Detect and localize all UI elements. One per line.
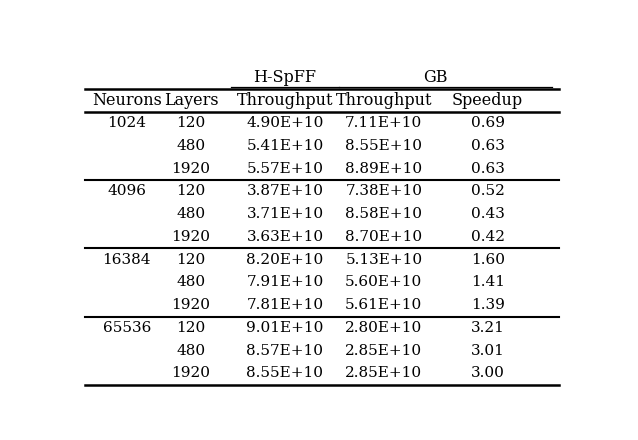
- Text: 5.60E+10: 5.60E+10: [345, 275, 422, 290]
- Text: 0.63: 0.63: [471, 139, 505, 153]
- Text: 5.13E+10: 5.13E+10: [345, 253, 422, 267]
- Text: 3.00: 3.00: [471, 367, 505, 381]
- Text: 120: 120: [176, 321, 205, 335]
- Text: 5.61E+10: 5.61E+10: [345, 298, 422, 312]
- Text: 7.81E+10: 7.81E+10: [246, 298, 323, 312]
- Text: 120: 120: [176, 116, 205, 130]
- Text: 4096: 4096: [107, 184, 146, 198]
- Text: 1.39: 1.39: [471, 298, 505, 312]
- Text: 0.63: 0.63: [471, 162, 505, 176]
- Text: 3.21: 3.21: [471, 321, 505, 335]
- Text: 7.91E+10: 7.91E+10: [246, 275, 323, 290]
- Text: 480: 480: [177, 139, 205, 153]
- Text: 2.85E+10: 2.85E+10: [345, 367, 422, 381]
- Text: 480: 480: [177, 207, 205, 221]
- Text: 1.60: 1.60: [471, 253, 505, 267]
- Text: 16384: 16384: [103, 253, 151, 267]
- Text: 480: 480: [177, 344, 205, 358]
- Text: 3.87E+10: 3.87E+10: [246, 184, 323, 198]
- Text: 5.57E+10: 5.57E+10: [246, 162, 323, 176]
- Text: 7.11E+10: 7.11E+10: [345, 116, 422, 130]
- Text: 1024: 1024: [107, 116, 146, 130]
- Text: 3.63E+10: 3.63E+10: [246, 230, 323, 244]
- Text: 8.20E+10: 8.20E+10: [246, 253, 323, 267]
- Text: 7.38E+10: 7.38E+10: [345, 184, 422, 198]
- Text: 1920: 1920: [172, 162, 211, 176]
- Text: 8.57E+10: 8.57E+10: [246, 344, 323, 358]
- Text: 3.71E+10: 3.71E+10: [246, 207, 323, 221]
- Text: 120: 120: [176, 184, 205, 198]
- Text: 1.41: 1.41: [471, 275, 505, 290]
- Text: 8.55E+10: 8.55E+10: [246, 367, 323, 381]
- Text: 8.58E+10: 8.58E+10: [345, 207, 422, 221]
- Text: 0.43: 0.43: [471, 207, 505, 221]
- Text: 3.01: 3.01: [471, 344, 505, 358]
- Text: 8.55E+10: 8.55E+10: [345, 139, 422, 153]
- Text: 2.85E+10: 2.85E+10: [345, 344, 422, 358]
- Text: 0.52: 0.52: [471, 184, 505, 198]
- Text: 9.01E+10: 9.01E+10: [246, 321, 323, 335]
- Text: Throughput: Throughput: [237, 92, 333, 109]
- Text: 120: 120: [176, 253, 205, 267]
- Text: 65536: 65536: [103, 321, 151, 335]
- Text: 1920: 1920: [172, 230, 211, 244]
- Text: 480: 480: [177, 275, 205, 290]
- Text: Layers: Layers: [164, 92, 218, 109]
- Text: 1920: 1920: [172, 298, 211, 312]
- Text: Throughput: Throughput: [336, 92, 432, 109]
- Text: 2.80E+10: 2.80E+10: [345, 321, 422, 335]
- Text: GB: GB: [424, 69, 448, 86]
- Text: Neurons: Neurons: [92, 92, 161, 109]
- Text: 1920: 1920: [172, 367, 211, 381]
- Text: 4.90E+10: 4.90E+10: [246, 116, 323, 130]
- Text: 5.41E+10: 5.41E+10: [246, 139, 323, 153]
- Text: 8.70E+10: 8.70E+10: [345, 230, 422, 244]
- Text: 0.42: 0.42: [471, 230, 505, 244]
- Text: Speedup: Speedup: [452, 92, 523, 109]
- Text: 8.89E+10: 8.89E+10: [345, 162, 422, 176]
- Text: H-SpFF: H-SpFF: [253, 69, 316, 86]
- Text: 0.69: 0.69: [471, 116, 505, 130]
